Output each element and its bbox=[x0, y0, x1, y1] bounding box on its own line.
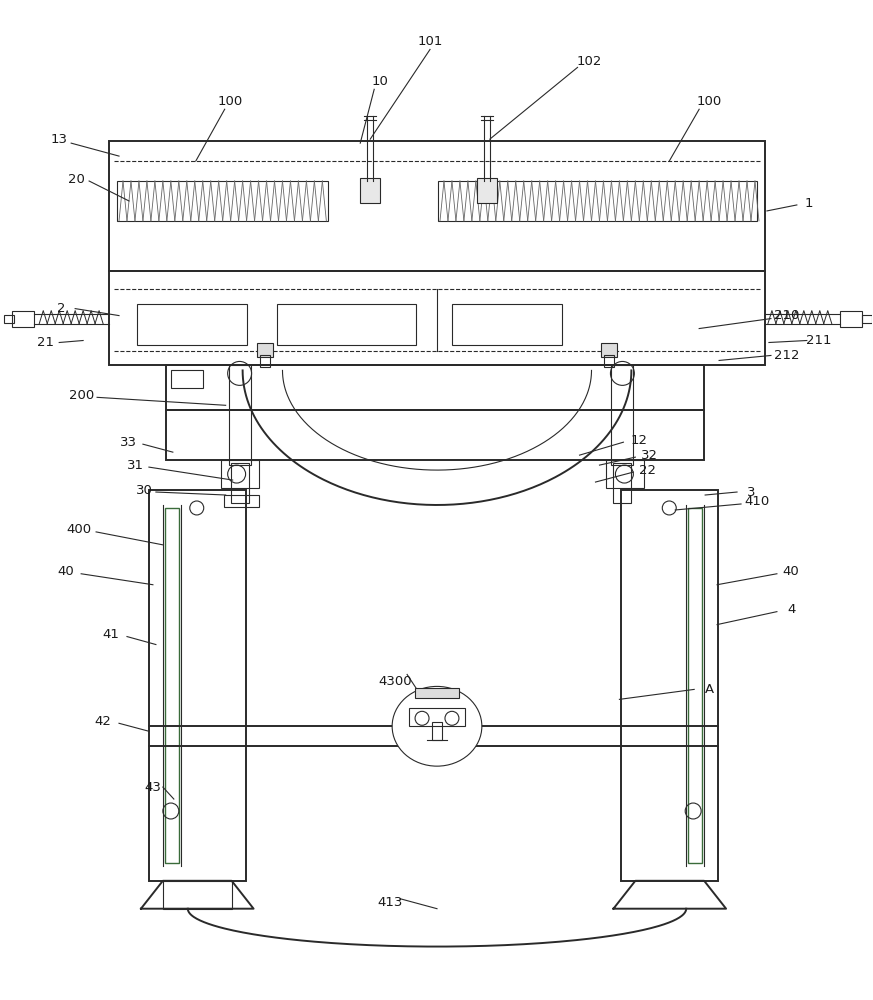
Text: 30: 30 bbox=[135, 484, 153, 497]
Bar bbox=[277, 304, 416, 345]
Bar bbox=[149, 490, 245, 881]
Bar bbox=[688, 508, 702, 863]
Bar bbox=[117, 181, 328, 221]
Text: 40: 40 bbox=[58, 565, 74, 578]
Bar bbox=[601, 343, 617, 357]
Bar bbox=[409, 708, 465, 726]
Bar bbox=[109, 271, 765, 365]
Bar bbox=[415, 688, 459, 698]
Bar bbox=[166, 365, 705, 410]
Text: 211: 211 bbox=[806, 334, 831, 347]
Text: 4300: 4300 bbox=[378, 675, 412, 688]
Bar bbox=[862, 315, 871, 323]
Text: 33: 33 bbox=[120, 436, 137, 449]
Bar bbox=[614, 463, 631, 503]
Bar bbox=[163, 881, 231, 909]
Text: 100: 100 bbox=[697, 95, 722, 108]
Bar bbox=[452, 304, 561, 345]
Bar bbox=[109, 141, 765, 271]
Text: 3: 3 bbox=[746, 486, 755, 499]
Text: 4: 4 bbox=[787, 603, 796, 616]
Text: 410: 410 bbox=[745, 495, 770, 508]
Bar bbox=[171, 370, 203, 388]
Text: 22: 22 bbox=[639, 464, 656, 477]
Bar bbox=[622, 490, 718, 881]
Bar bbox=[604, 355, 615, 367]
Bar bbox=[230, 463, 249, 503]
Text: 100: 100 bbox=[218, 95, 244, 108]
Text: 10: 10 bbox=[372, 75, 388, 88]
Bar bbox=[223, 495, 258, 507]
Text: 413: 413 bbox=[377, 896, 402, 909]
Ellipse shape bbox=[392, 686, 482, 766]
Bar bbox=[166, 410, 705, 460]
Text: 210: 210 bbox=[774, 309, 800, 322]
Bar bbox=[361, 178, 380, 203]
Bar bbox=[438, 181, 757, 221]
Text: 40: 40 bbox=[782, 565, 800, 578]
Bar bbox=[840, 311, 862, 327]
Text: 43: 43 bbox=[144, 781, 162, 794]
Bar bbox=[477, 178, 497, 203]
Text: 13: 13 bbox=[51, 133, 68, 146]
Bar bbox=[259, 355, 270, 367]
Bar bbox=[611, 365, 634, 465]
Text: 31: 31 bbox=[127, 459, 144, 472]
Text: 41: 41 bbox=[103, 628, 120, 641]
Bar bbox=[221, 460, 258, 488]
Text: 21: 21 bbox=[37, 336, 54, 349]
Text: 42: 42 bbox=[94, 715, 112, 728]
Bar bbox=[432, 722, 442, 740]
Text: 20: 20 bbox=[68, 173, 85, 186]
Bar bbox=[257, 343, 272, 357]
Text: 101: 101 bbox=[417, 35, 443, 48]
Text: 200: 200 bbox=[68, 389, 93, 402]
Bar bbox=[165, 508, 179, 863]
Bar bbox=[12, 311, 34, 327]
Bar bbox=[137, 304, 246, 345]
Text: 12: 12 bbox=[631, 434, 648, 447]
Text: 1: 1 bbox=[805, 197, 813, 210]
Bar bbox=[229, 365, 251, 465]
Text: 2: 2 bbox=[57, 302, 65, 315]
Text: 32: 32 bbox=[641, 449, 658, 462]
Text: 400: 400 bbox=[66, 523, 92, 536]
Text: A: A bbox=[705, 683, 714, 696]
Bar bbox=[607, 460, 644, 488]
Text: 102: 102 bbox=[577, 55, 602, 68]
Text: 212: 212 bbox=[774, 349, 800, 362]
Bar bbox=[4, 315, 14, 323]
